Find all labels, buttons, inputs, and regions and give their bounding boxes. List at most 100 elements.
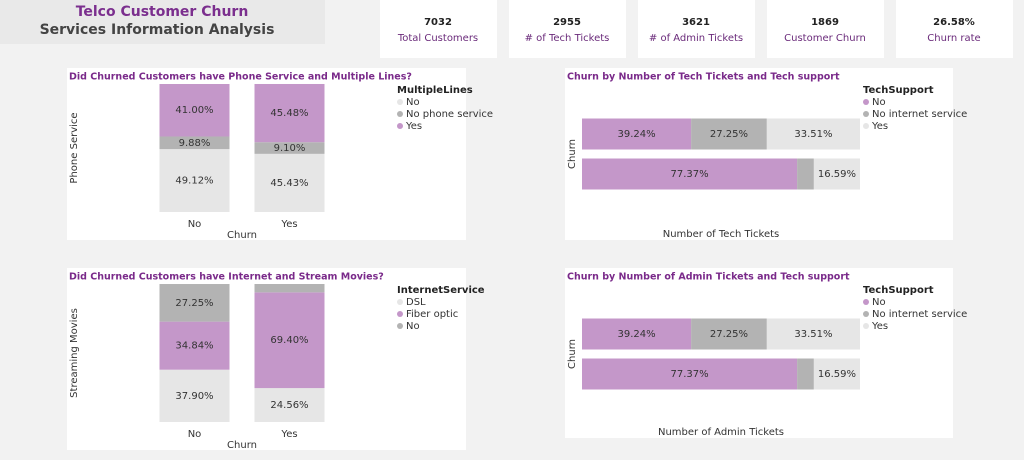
kpi-value: 2955 bbox=[553, 17, 581, 28]
bar-segment bbox=[766, 118, 860, 150]
data-label: 49.12% bbox=[175, 176, 213, 187]
data-label: 27.25% bbox=[710, 329, 748, 340]
x-axis-title: Number of Tech Tickets bbox=[663, 229, 780, 240]
legend-dot bbox=[863, 323, 869, 329]
chart-title: Churn by Number of Admin Tickets and Tec… bbox=[567, 272, 850, 283]
legend-label: No bbox=[872, 97, 886, 108]
x-axis-title: Number of Admin Tickets bbox=[658, 427, 784, 438]
data-label: 39.24% bbox=[617, 329, 655, 340]
legend-label: No phone service bbox=[406, 109, 493, 120]
kpi-value: 26.58% bbox=[933, 17, 975, 28]
bar-segment bbox=[766, 318, 860, 350]
bar-segment bbox=[159, 321, 230, 370]
legend-label: Yes bbox=[405, 121, 422, 132]
chart-panel: Churn by Number of Tech Tickets and Tech… bbox=[565, 68, 967, 240]
y-axis-title: Churn bbox=[567, 139, 578, 169]
data-label: 45.48% bbox=[270, 108, 308, 119]
kpi-label: Churn rate bbox=[927, 33, 980, 44]
data-label: 27.25% bbox=[175, 298, 213, 309]
legend-label: No bbox=[872, 297, 886, 308]
kpi-value: 1869 bbox=[811, 17, 839, 28]
chart-panel: Did Churned Customers have Phone Service… bbox=[67, 68, 493, 241]
chart-panel: Did Churned Customers have Internet and … bbox=[67, 268, 485, 451]
y-axis-title: Phone Service bbox=[69, 112, 80, 183]
bar-segment bbox=[582, 118, 692, 150]
kpi-card: 1869 Customer Churn bbox=[767, 0, 884, 58]
x-tick-label: Yes bbox=[280, 429, 297, 440]
x-axis-title: Churn bbox=[227, 440, 257, 451]
bar-segment bbox=[254, 153, 325, 212]
legend-title: MultipleLines bbox=[397, 85, 473, 96]
kpi-label: # of Admin Tickets bbox=[649, 33, 743, 44]
x-tick-label: No bbox=[188, 429, 202, 440]
x-tick-label: No bbox=[188, 219, 202, 230]
kpi-card: 2955 # of Tech Tickets bbox=[509, 0, 626, 58]
data-label: 33.51% bbox=[794, 329, 832, 340]
data-label: 34.84% bbox=[175, 341, 213, 352]
chart-title: Did Churned Customers have Phone Service… bbox=[69, 72, 412, 83]
bar-segment bbox=[797, 158, 814, 190]
legend-title: TechSupport bbox=[863, 285, 934, 296]
legend-dot bbox=[397, 311, 403, 317]
legend-label: No bbox=[406, 97, 420, 108]
legend-dot bbox=[863, 311, 869, 317]
kpi-label: # of Tech Tickets bbox=[525, 33, 610, 44]
legend-dot bbox=[397, 123, 403, 129]
kpi-label: Total Customers bbox=[397, 33, 478, 44]
chart-title: Did Churned Customers have Internet and … bbox=[69, 272, 384, 283]
bar-segment bbox=[582, 358, 798, 390]
data-label: 41.00% bbox=[175, 105, 213, 116]
bar-segment bbox=[813, 158, 860, 190]
bar-segment bbox=[254, 284, 325, 293]
bar-segment bbox=[582, 318, 692, 350]
legend-label: No internet service bbox=[872, 309, 967, 320]
bar-segment bbox=[254, 388, 325, 422]
data-label: 45.43% bbox=[270, 178, 308, 189]
header-box bbox=[0, 0, 325, 44]
bar-segment bbox=[813, 358, 860, 390]
data-label: 39.24% bbox=[617, 129, 655, 140]
bar-segment bbox=[691, 318, 767, 350]
bar-segment bbox=[254, 83, 325, 143]
kpi-box bbox=[767, 0, 884, 58]
kpi-label: Customer Churn bbox=[784, 33, 866, 44]
bar-segment bbox=[254, 292, 325, 389]
kpi-box bbox=[509, 0, 626, 58]
panel-bg bbox=[565, 68, 953, 240]
legend-label: No internet service bbox=[872, 109, 967, 120]
legend-dot bbox=[397, 99, 403, 105]
chart-title: Churn by Number of Tech Tickets and Tech… bbox=[567, 72, 840, 83]
legend-title: TechSupport bbox=[863, 85, 934, 96]
legend-label: Yes bbox=[871, 321, 888, 332]
legend-dot bbox=[863, 111, 869, 117]
bar-segment bbox=[254, 142, 325, 154]
legend-label: Fiber optic bbox=[406, 309, 458, 320]
panel-bg bbox=[565, 268, 953, 438]
kpi-card: 7032 Total Customers bbox=[380, 0, 497, 58]
legend-label: Yes bbox=[871, 121, 888, 132]
kpi-card: 3621 # of Admin Tickets bbox=[638, 0, 755, 58]
page-title: Telco Customer Churn bbox=[76, 4, 249, 20]
data-label: 9.88% bbox=[179, 138, 211, 149]
y-axis-title: Streaming Movies bbox=[69, 308, 80, 398]
data-label: 37.90% bbox=[175, 391, 213, 402]
page-subtitle: Services Information Analysis bbox=[40, 22, 275, 38]
bar-segment bbox=[159, 136, 230, 150]
kpi-box bbox=[896, 0, 1013, 58]
bar-segment bbox=[159, 84, 230, 137]
legend-label: DSL bbox=[406, 297, 426, 308]
data-label: 77.37% bbox=[670, 169, 708, 180]
legend-dot bbox=[397, 299, 403, 305]
data-label: 27.25% bbox=[710, 129, 748, 140]
bar-segment bbox=[582, 158, 798, 190]
legend-dot bbox=[863, 99, 869, 105]
bar-segment bbox=[159, 149, 230, 212]
x-axis-title: Churn bbox=[227, 230, 257, 241]
kpi-card: 26.58% Churn rate bbox=[896, 0, 1013, 58]
kpi-box bbox=[380, 0, 497, 58]
legend-dot bbox=[863, 123, 869, 129]
bar-segment bbox=[159, 284, 230, 322]
data-label: 16.59% bbox=[818, 369, 856, 380]
data-label: 24.56% bbox=[270, 400, 308, 411]
